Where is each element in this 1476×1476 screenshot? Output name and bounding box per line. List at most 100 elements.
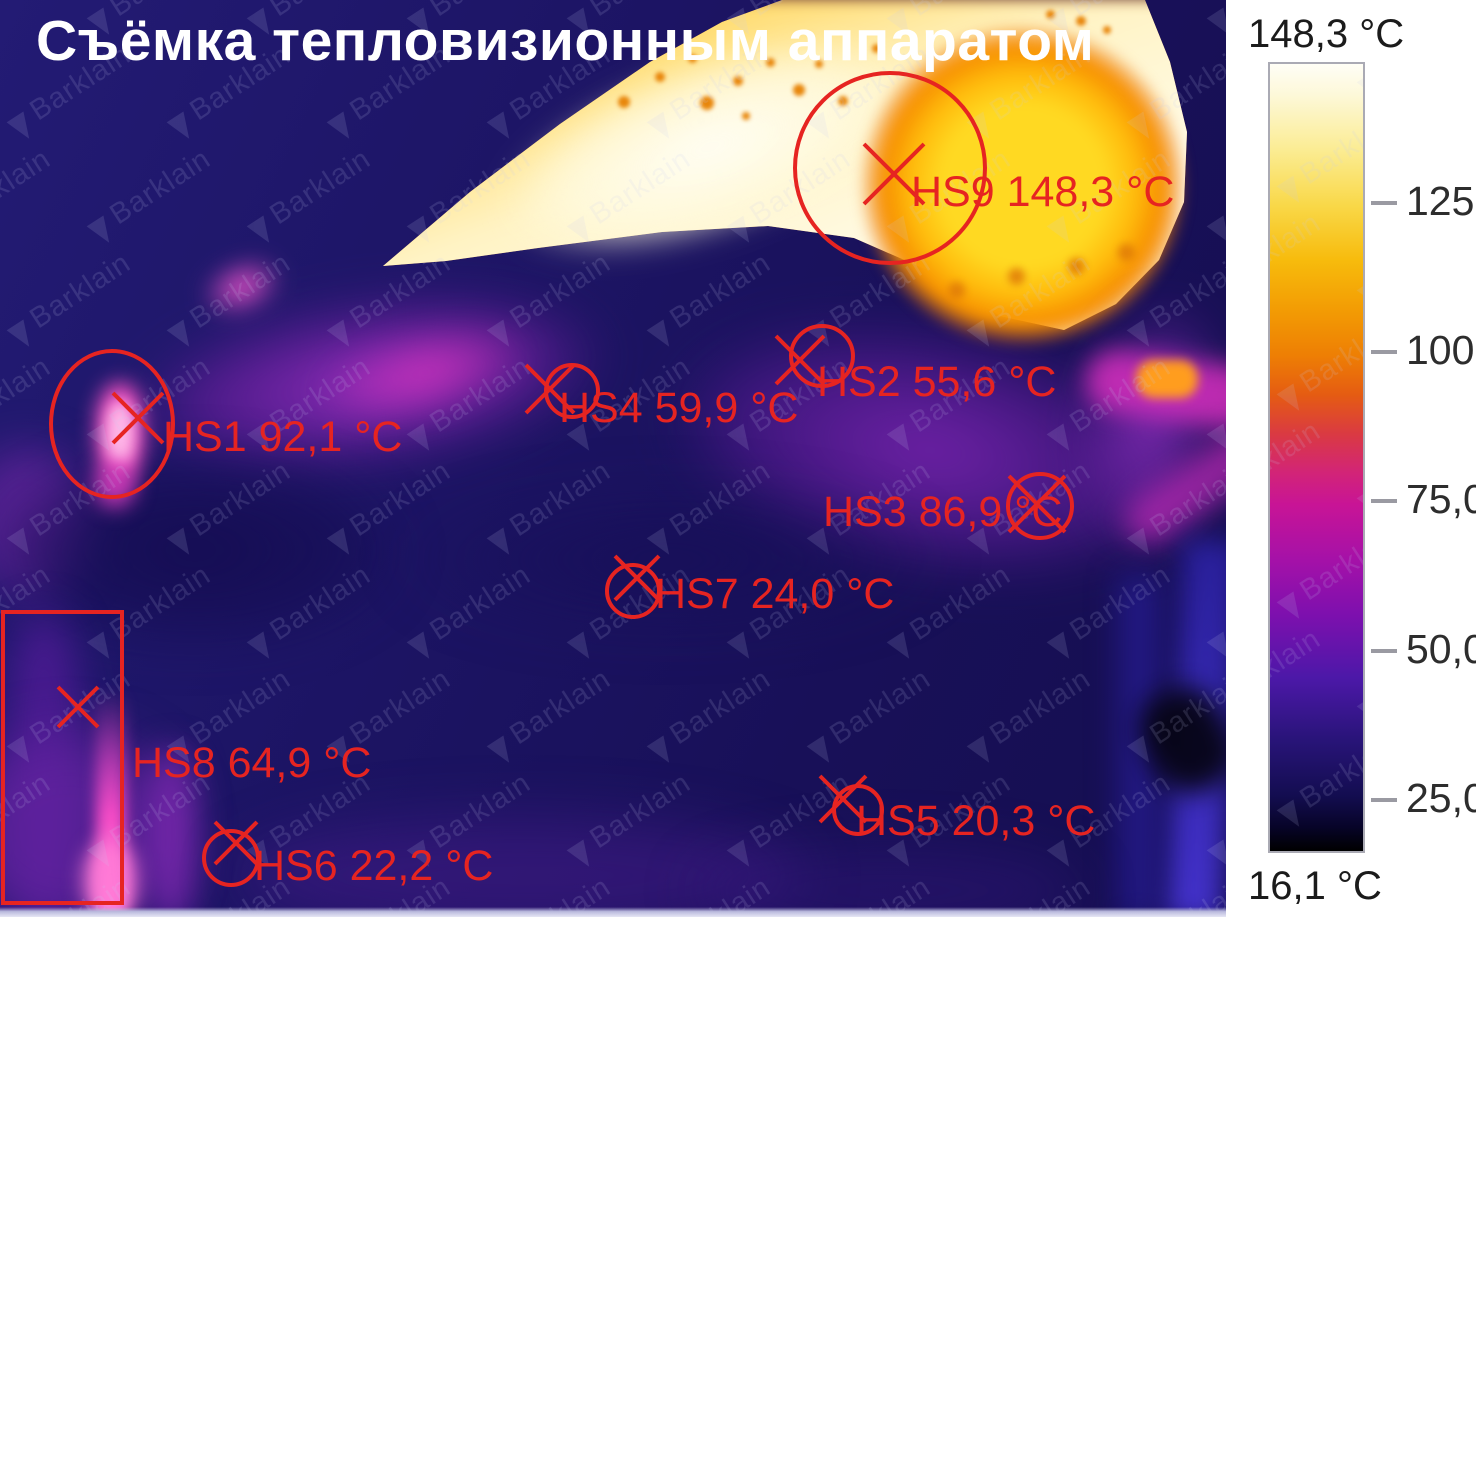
- watermark-text: Barklain: [1294, 726, 1363, 816]
- HS5-cross: [818, 774, 868, 824]
- watermark-logo-icon: [1276, 383, 1308, 417]
- hot-speckle: [655, 72, 665, 82]
- HS6-marker-circle: [202, 829, 260, 887]
- watermark: Barklain: [1272, 102, 1363, 209]
- flange-bolt: [1008, 268, 1025, 285]
- watermark-logo-icon: [1356, 487, 1363, 521]
- scale-tick-line: [1371, 201, 1397, 206]
- hs1-hot-blob-core: [106, 402, 134, 464]
- HS8-label: HS8 64,9 °C: [132, 739, 371, 787]
- HS1-marker-circle: [49, 349, 175, 499]
- hot-speckle: [733, 76, 743, 86]
- hotspot-HS8: HS8 64,9 °C: [1, 610, 371, 905]
- HS9-cross: [862, 142, 926, 206]
- HS7-label: HS7 24,0 °C: [655, 570, 894, 618]
- scale-tick-label: 125,0: [1406, 178, 1476, 225]
- hot-spot-right-edge: [1136, 360, 1198, 398]
- watermark: Barklain: [1352, 64, 1363, 105]
- HS6-label: HS6 22,2 °C: [254, 842, 493, 890]
- watermark: Barklain: [1272, 518, 1363, 625]
- hot-speckle: [815, 60, 823, 68]
- watermark-logo-icon: [1356, 279, 1363, 313]
- watermark-text: Barklain: [1294, 518, 1363, 608]
- HS9-label: HS9 148,3 °C: [911, 168, 1174, 216]
- scale-colorbar: Barklain Barklain Barklain Barklain Barklain…: [1268, 62, 1365, 853]
- watermark-text: Barklain: [1270, 206, 1327, 296]
- hotspot-HS4: HS4 59,9 °C: [524, 363, 798, 432]
- watermark-text: Barklain: [1294, 310, 1363, 400]
- watermark-logo-icon: [1356, 71, 1363, 105]
- scale-tick-line: [1371, 499, 1397, 504]
- watermark-logo-icon: [1276, 799, 1308, 833]
- scale-tick-line: [1371, 797, 1397, 802]
- watermark: Barklain: [1270, 207, 1328, 312]
- HS5-label: HS5 20,3 °C: [856, 797, 1095, 845]
- flange-bolt: [1068, 258, 1085, 275]
- warm-column-bottom-left-2: [148, 748, 196, 917]
- scale-tick-label: 25,0: [1406, 774, 1476, 821]
- hs1-hot-blob-tail: [94, 462, 136, 508]
- hotspot-HS5: HS5 20,3 °C: [818, 774, 1095, 845]
- HS7-cross: [613, 554, 661, 602]
- image-bottom-edge: [0, 907, 1226, 917]
- HS2-cross: [774, 334, 826, 386]
- hotspot-HS9: HS9 148,3 °C: [793, 71, 1174, 265]
- watermark: Barklain: [1270, 415, 1328, 520]
- watermark: Barklain: [1270, 623, 1328, 728]
- HS6-cross: [213, 820, 259, 866]
- scale-tick-label: 50,0: [1406, 625, 1476, 672]
- hotspot-HS1: HS1 92,1 °C: [49, 349, 402, 499]
- HS1-cross: [111, 391, 165, 445]
- scale-tick-line: [1371, 648, 1397, 653]
- hot-speckle: [700, 96, 714, 110]
- HS3-label: HS3 86,9 °C: [823, 488, 1062, 536]
- watermark-text: Barklain: [1294, 102, 1363, 192]
- hot-speckle: [872, 44, 881, 53]
- flange-bolt: [1118, 244, 1135, 261]
- measurement-annotations: HS1 92,1 °C HS2 55,6 °C HS3 86,9 °C HS4 59,…: [1, 71, 1174, 905]
- HS2-label: HS2 55,6 °C: [817, 358, 1056, 406]
- watermark-text: Barklain: [1270, 64, 1327, 88]
- HS8-cross: [56, 685, 100, 729]
- flange-bolt: [948, 282, 965, 299]
- hot-speckle: [1103, 26, 1111, 34]
- HS1-label: HS1 92,1 °C: [163, 413, 402, 461]
- scale-min-label: 16,1 °C: [1248, 864, 1382, 908]
- hot-speckle: [838, 96, 848, 106]
- watermark-layer-colorbar: Barklain Barklain Barklain Barklain Barklain…: [1270, 64, 1363, 851]
- watermark: Barklain: [1352, 623, 1363, 729]
- watermark-logo-icon: [1356, 695, 1363, 729]
- scale-tick-line: [1371, 350, 1397, 355]
- warm-wisp-bottom-1: [235, 818, 805, 917]
- watermark-logo-icon: [1276, 591, 1308, 625]
- hotspot-HS2: HS2 55,6 °C: [774, 324, 1056, 406]
- watermark: Barklain: [1272, 726, 1363, 833]
- HS4-cross: [524, 363, 576, 415]
- watermark-text: Barklain: [1270, 622, 1327, 712]
- hot-speckle: [793, 84, 805, 96]
- hot-speckle: [1076, 16, 1086, 26]
- watermark: Barklain: [1270, 64, 1328, 104]
- HS2-marker-circle: [789, 324, 855, 388]
- hotspot-HS3: HS3 86,9 °C: [823, 472, 1074, 540]
- scale-tick-label: 75,0: [1406, 476, 1476, 523]
- HS9-marker-circle: [793, 71, 987, 265]
- dark-foreground-middle: [310, 465, 1030, 655]
- hotspot-HS6: HS6 22,2 °C: [202, 820, 493, 890]
- thermal-scene: [0, 0, 1226, 917]
- thermal-image: Barklain Barklain Barklain Barklain Barklain…: [0, 0, 1226, 917]
- scale-tick-label: 100,0: [1406, 327, 1476, 374]
- HS7-marker-circle: [605, 563, 661, 619]
- hot-speckle: [688, 54, 697, 63]
- watermark: Barklain: [1272, 310, 1363, 417]
- warm-wisp-bottom-2: [695, 848, 1085, 917]
- page-title: Съёмка тепловизионным аппаратом: [36, 9, 1095, 73]
- hot-speckle: [742, 112, 750, 120]
- HS3-cross: [1007, 474, 1067, 534]
- hot-speckle: [766, 58, 775, 67]
- scale-max-label: 148,3 °C: [1248, 12, 1405, 56]
- watermark: Barklain: [1352, 207, 1363, 313]
- HS4-label: HS4 59,9 °C: [559, 384, 798, 432]
- watermark-logo-icon: [1276, 175, 1308, 209]
